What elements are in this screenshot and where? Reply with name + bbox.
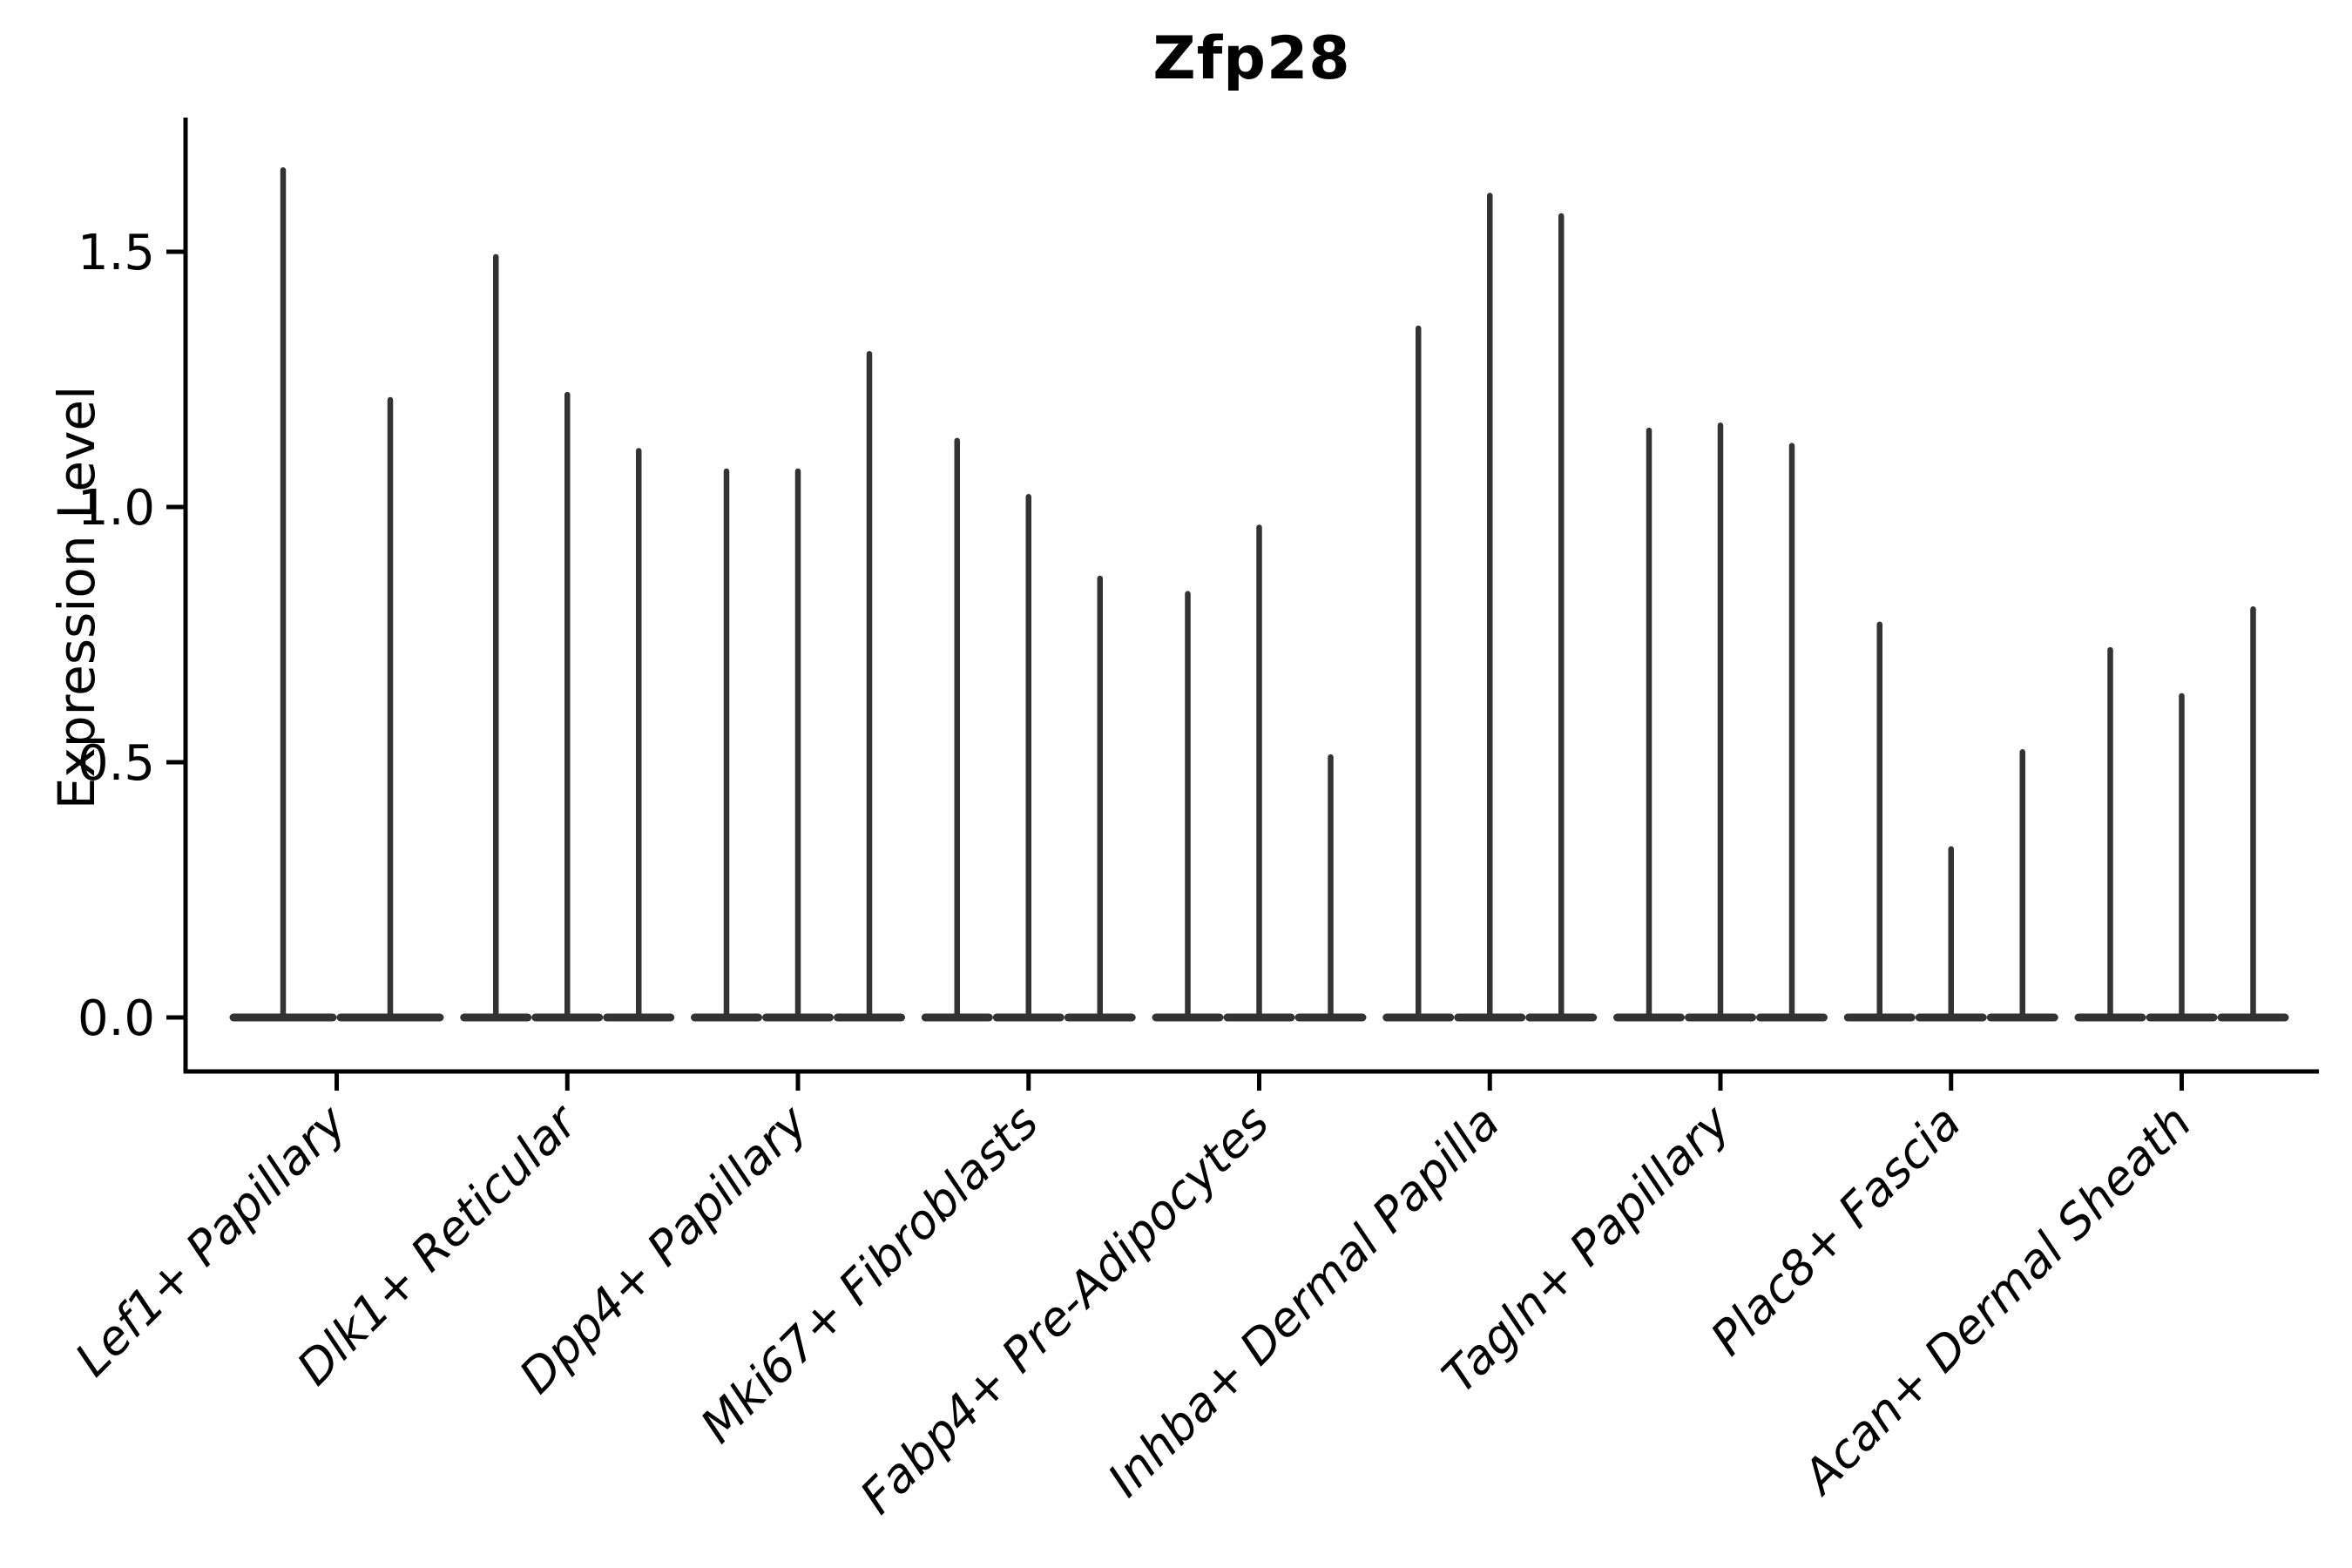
y-tick-label-1: 0.5 [78, 735, 155, 792]
x-category-label-7: Plac8+ Fascia [1700, 1095, 1971, 1366]
x-category-label-5: Inhba+ Dermal Papilla [1098, 1095, 1511, 1508]
chart-title: Zfp28 [1152, 24, 1351, 93]
y-axis-label: Expression Level [47, 385, 106, 810]
x-category-label-4: Fabp4+ Pre-Adipocytes [849, 1095, 1279, 1524]
x-category-label-8: Acan+ Dermal Sheath [1791, 1095, 2202, 1506]
y-tick-label-2: 1.0 [78, 480, 155, 537]
y-tick-label-3: 1.5 [78, 225, 155, 281]
y-tick-label-0: 0.0 [78, 990, 155, 1047]
